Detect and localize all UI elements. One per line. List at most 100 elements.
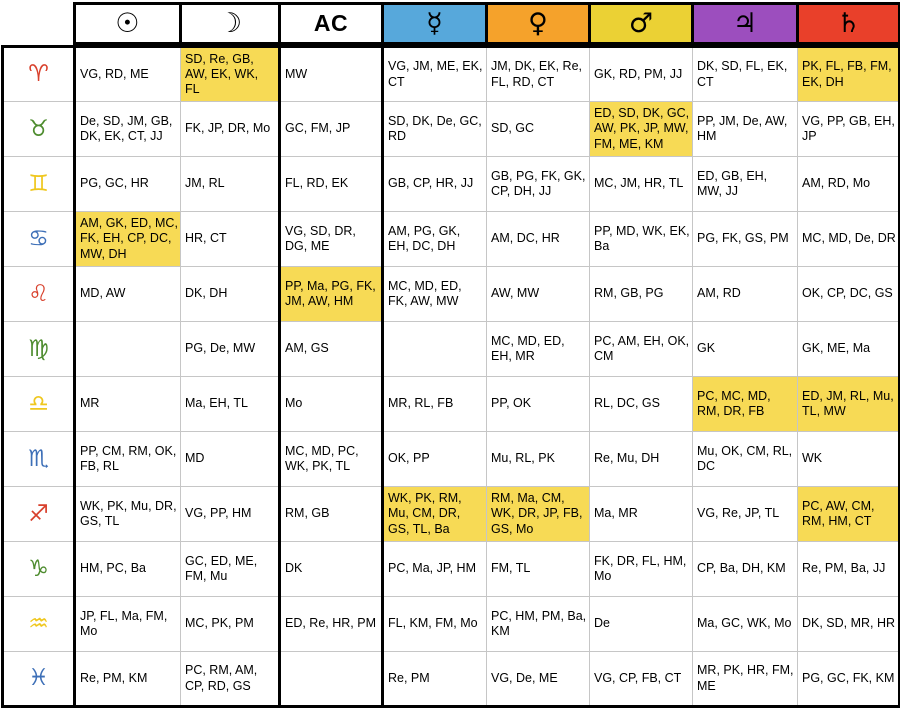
cell-pisces-sun: Re, PM, KM — [74, 651, 181, 708]
cell-capricorn-moon: GC, ED, ME, FM, Mu — [180, 541, 281, 597]
cell-leo-moon: DK, DH — [180, 266, 281, 322]
cell-pisces-moon: PC, RM, AM, CP, RD, GS — [180, 651, 281, 708]
cell-capricorn-mercury: PC, Ma, JP, HM — [382, 541, 487, 597]
sign-cell-taurus: ♉ — [1, 101, 76, 157]
taurus-symbol-icon: ♉ — [28, 115, 49, 142]
cell-capricorn-mars: FK, DR, FL, HM, Mo — [589, 541, 693, 597]
capricorn-symbol-icon: ♑ — [28, 555, 49, 582]
cell-libra-moon: Ma, EH, TL — [180, 376, 281, 432]
cell-aries-sun: VG, RD, ME — [74, 45, 181, 102]
header-moon: ☽ — [179, 2, 281, 45]
cell-pisces-saturn: PG, GC, FK, KM — [797, 651, 900, 708]
cell-aries-ascendant: MW — [279, 45, 384, 102]
cell-scorpio-venus: Mu, RL, PK — [486, 431, 590, 487]
row-scorpio: ♏ PP, CM, RM, OK, FB, RL MD MC, MD, PC, WK,… — [1, 431, 900, 487]
cell-scorpio-sun: PP, CM, RM, OK, FB, RL — [74, 431, 181, 487]
row-pisces: ♓ Re, PM, KM PC, RM, AM, CP, RD, GS Re, PM V… — [1, 651, 900, 708]
cell-virgo-jupiter: GK — [692, 321, 798, 377]
sign-cell-leo: ♌ — [1, 266, 76, 322]
scorpio-symbol-icon: ♏ — [28, 445, 49, 472]
cell-gemini-saturn: AM, RD, Mo — [797, 156, 900, 212]
jupiter-symbol-icon: ♃ — [732, 8, 758, 39]
cell-gemini-sun: PG, GC, HR — [74, 156, 181, 212]
sign-cell-aries: ♈ — [1, 45, 76, 102]
cell-aquarius-moon: MC, PK, PM — [180, 596, 281, 652]
cell-aquarius-ascendant: ED, Re, HR, PM — [279, 596, 384, 652]
cell-scorpio-ascendant: MC, MD, PC, WK, PK, TL — [279, 431, 384, 487]
cell-aries-venus: JM, DK, EK, Re, FL, RD, CT — [486, 45, 590, 102]
header-ascendant-label: AC — [313, 10, 349, 36]
cell-gemini-jupiter: ED, GB, EH, MW, JJ — [692, 156, 798, 212]
cell-virgo-sun — [74, 321, 181, 377]
header-mars: ♂ — [588, 2, 694, 45]
cell-cancer-saturn: MC, MD, De, DR — [797, 211, 900, 267]
cell-pisces-mars: VG, CP, FB, CT — [589, 651, 693, 708]
row-leo: ♌ MD, AW DK, DH PP, Ma, PG, FK, JM, AW, HM M… — [1, 266, 900, 322]
cell-leo-ascendant: PP, Ma, PG, FK, JM, AW, HM — [279, 266, 384, 322]
cell-cancer-jupiter: PG, FK, GS, PM — [692, 211, 798, 267]
cell-leo-saturn: OK, CP, DC, GS — [797, 266, 900, 322]
cell-sagittarius-mercury: WK, PK, RM, Mu, CM, DR, GS, TL, Ba — [382, 486, 487, 542]
sign-cell-pisces: ♓ — [1, 651, 76, 708]
cell-gemini-mercury: GB, CP, HR, JJ — [382, 156, 487, 212]
cell-aquarius-venus: PC, HM, PM, Ba, KM — [486, 596, 590, 652]
cell-scorpio-saturn: WK — [797, 431, 900, 487]
cell-scorpio-mercury: OK, PP — [382, 431, 487, 487]
mercury-symbol-icon: ☿ — [426, 8, 443, 39]
header-sun: ☉ — [73, 2, 182, 45]
cell-taurus-sun: De, SD, JM, GB, DK, EK, CT, JJ — [74, 101, 181, 157]
row-aries: ♈ VG, RD, ME SD, Re, GB, AW, EK, WK, FL MW V… — [1, 45, 900, 102]
cell-virgo-moon: PG, De, MW — [180, 321, 281, 377]
cell-taurus-ascendant: GC, FM, JP — [279, 101, 384, 157]
header-saturn: ♄ — [796, 2, 900, 45]
header-jupiter: ♃ — [691, 2, 799, 45]
gemini-symbol-icon: ♊ — [28, 170, 49, 197]
cell-cancer-venus: AM, DC, HR — [486, 211, 590, 267]
sagittarius-symbol-icon: ♐ — [28, 500, 49, 527]
cell-sagittarius-saturn: PC, AW, CM, RM, HM, CT — [797, 486, 900, 542]
cell-virgo-saturn: GK, ME, Ma — [797, 321, 900, 377]
cell-pisces-venus: VG, De, ME — [486, 651, 590, 708]
cell-libra-jupiter: PC, MC, MD, RM, DR, FB — [692, 376, 798, 432]
cell-sagittarius-sun: WK, PK, Mu, DR, GS, TL — [74, 486, 181, 542]
cell-sagittarius-ascendant: RM, GB — [279, 486, 384, 542]
cell-pisces-jupiter: MR, PK, HR, FM, ME — [692, 651, 798, 708]
pisces-symbol-icon: ♓ — [28, 665, 49, 691]
header-ascendant: AC — [278, 2, 384, 45]
cell-leo-sun: MD, AW — [74, 266, 181, 322]
sign-cell-capricorn: ♑ — [1, 541, 76, 597]
cell-sagittarius-mars: Ma, MR — [589, 486, 693, 542]
cell-aries-mars: GK, RD, PM, JJ — [589, 45, 693, 102]
cell-gemini-moon: JM, RL — [180, 156, 281, 212]
row-taurus: ♉ De, SD, JM, GB, DK, EK, CT, JJ FK, JP, D… — [1, 101, 900, 157]
cell-cancer-mercury: AM, PG, GK, EH, DC, DH — [382, 211, 487, 267]
corner-cell — [2, 3, 75, 44]
header-mercury: ☿ — [381, 2, 488, 45]
cell-aquarius-mars: De — [589, 596, 693, 652]
cell-taurus-moon: FK, JP, DR, Mo — [180, 101, 281, 157]
cell-capricorn-ascendant: DK — [279, 541, 384, 597]
row-virgo: ♍ PG, De, MW AM, GS MC, MD, ED, EH, MR PC, A… — [1, 321, 900, 377]
cell-libra-mars: RL, DC, GS — [589, 376, 693, 432]
row-aquarius: ♒ JP, FL, Ma, FM, Mo MC, PK, PM ED, Re, HR,… — [1, 596, 900, 652]
cell-gemini-mars: MC, JM, HR, TL — [589, 156, 693, 212]
cell-taurus-venus: SD, GC — [486, 101, 590, 157]
cell-cancer-moon: HR, CT — [180, 211, 281, 267]
cell-cancer-mars: PP, MD, WK, EK, Ba — [589, 211, 693, 267]
row-capricorn: ♑ HM, PC, Ba GC, ED, ME, FM, Mu DK PC, Ma, J… — [1, 541, 900, 597]
row-cancer: ♋ AM, GK, ED, MC, FK, EH, CP, DC, MW, DH H… — [1, 211, 900, 267]
leo-symbol-icon: ♌ — [28, 280, 49, 307]
sign-cell-virgo: ♍ — [1, 321, 76, 377]
header-body-gap — [2, 43, 900, 47]
cell-cancer-ascendant: VG, SD, DR, DG, ME — [279, 211, 384, 267]
cell-leo-mercury: MC, MD, ED, FK, AW, MW — [382, 266, 487, 322]
virgo-symbol-icon: ♍ — [28, 335, 49, 362]
cell-leo-jupiter: AM, RD — [692, 266, 798, 322]
cell-capricorn-jupiter: CP, Ba, DH, KM — [692, 541, 798, 597]
cell-aquarius-sun: JP, FL, Ma, FM, Mo — [74, 596, 181, 652]
cell-taurus-saturn: VG, PP, GB, EH, JP — [797, 101, 900, 157]
sign-cell-libra: ♎ — [1, 376, 76, 432]
cell-sagittarius-moon: VG, PP, HM — [180, 486, 281, 542]
cell-pisces-ascendant — [279, 651, 384, 708]
